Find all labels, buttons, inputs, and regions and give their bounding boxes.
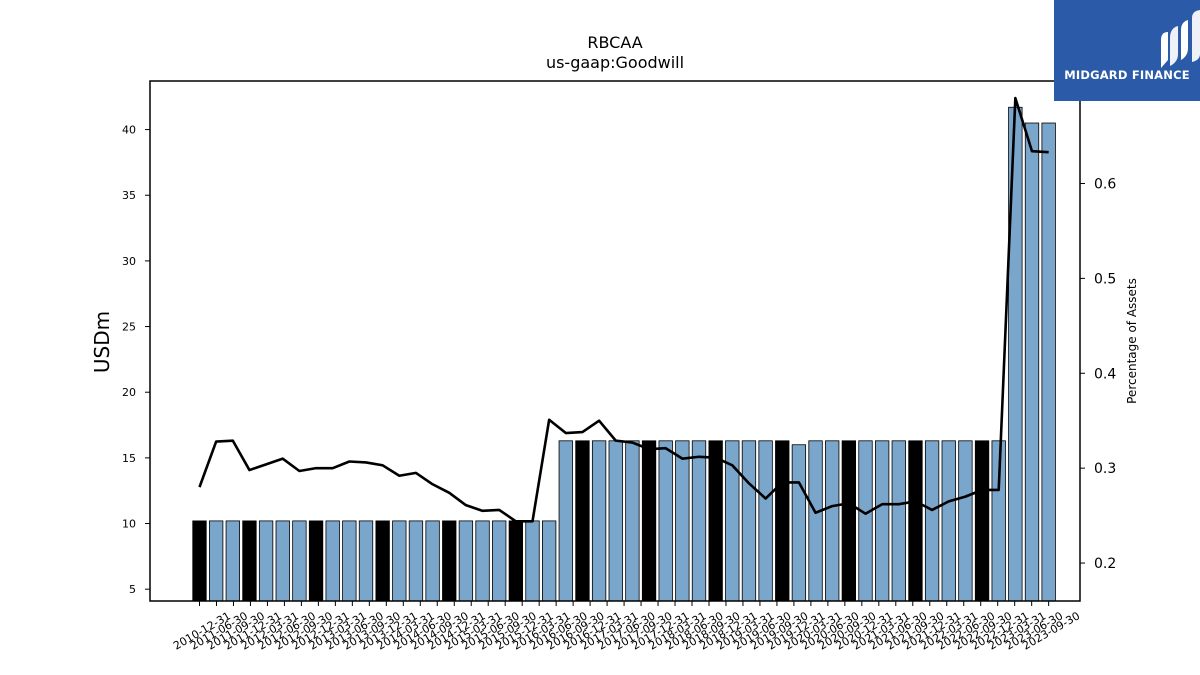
bar: [192, 520, 207, 602]
chart-title: RBCAA: [587, 33, 642, 52]
bar: [475, 520, 490, 602]
bar: [292, 520, 307, 602]
bar: [741, 440, 757, 602]
bar: [358, 520, 374, 602]
bar: [891, 440, 906, 602]
y2-tick-label: 0.5: [1094, 271, 1116, 287]
bar: [875, 440, 890, 602]
bar: [808, 440, 823, 602]
bar: [608, 440, 623, 602]
bar: [825, 440, 840, 602]
bar: [691, 440, 707, 602]
bar: [941, 440, 956, 602]
bar: [791, 444, 807, 602]
y-tick-label: 35: [122, 189, 136, 202]
bar: [575, 440, 590, 602]
line-series: [198, 96, 1049, 523]
bar: [974, 440, 990, 602]
y2-tick-label: 0.4: [1094, 366, 1116, 382]
bar: [558, 440, 573, 602]
bar: [275, 520, 290, 602]
bar: [924, 440, 940, 602]
y-tick-label: 15: [122, 452, 136, 465]
bar: [308, 520, 324, 602]
bar: [775, 440, 790, 602]
bar: [342, 520, 357, 602]
logo-mark-icon: [1161, 10, 1200, 68]
bar: [858, 440, 873, 602]
y2-tick-label: 0.6: [1094, 176, 1116, 192]
bar: [492, 520, 507, 602]
bar: [758, 440, 773, 602]
bar: [908, 440, 923, 602]
brand-logo: MIDGARD FINANCE: [1054, 0, 1200, 101]
bar: [591, 440, 607, 602]
line-path: [198, 96, 1049, 523]
bar: [392, 520, 407, 602]
bar: [841, 440, 856, 602]
bar: [1041, 122, 1056, 602]
y-tick-label: 20: [122, 386, 136, 399]
bar: [542, 520, 557, 602]
y2-tick-label: 0.3: [1094, 461, 1116, 477]
bar: [508, 520, 524, 602]
bar: [408, 520, 424, 602]
y-tick-label: 10: [122, 518, 136, 531]
bar: [458, 520, 474, 602]
bar: [225, 520, 240, 602]
bar: [1024, 122, 1040, 602]
bar-series: [192, 106, 1056, 602]
bar: [208, 520, 224, 602]
bar: [625, 440, 640, 602]
y-axis-label: USDm: [90, 311, 114, 373]
y-tick-label: 40: [122, 124, 136, 137]
chart-subtitle: us-gaap:Goodwill: [546, 53, 684, 72]
brand-name: MIDGARD FINANCE: [1064, 68, 1190, 82]
bar: [258, 520, 274, 602]
y-tick-label: 5: [129, 583, 136, 596]
bar: [242, 520, 257, 602]
y2-tick-label: 0.2: [1094, 556, 1116, 572]
bar: [675, 440, 690, 602]
bar: [658, 440, 673, 602]
y-axis: 5 10 15 20 25 30 35 40: [122, 124, 150, 596]
bar: [641, 440, 657, 602]
bar: [708, 440, 723, 602]
bar: [325, 520, 340, 602]
bar: [525, 520, 540, 602]
bar: [375, 520, 390, 602]
x-axis: 2010-12-312011-06-302011-09-302011-12-31…: [171, 601, 1082, 653]
y-tick-label: 25: [122, 321, 136, 334]
plot-frame: [149, 80, 1081, 602]
y2-axis-label: Percentage of Assets: [1125, 278, 1139, 404]
bar: [442, 520, 457, 602]
bar: [958, 440, 973, 602]
bar: [425, 520, 440, 602]
y-tick-label: 30: [122, 255, 136, 268]
y2-axis: 0.2 0.3 0.4 0.5 0.6: [1080, 176, 1116, 572]
